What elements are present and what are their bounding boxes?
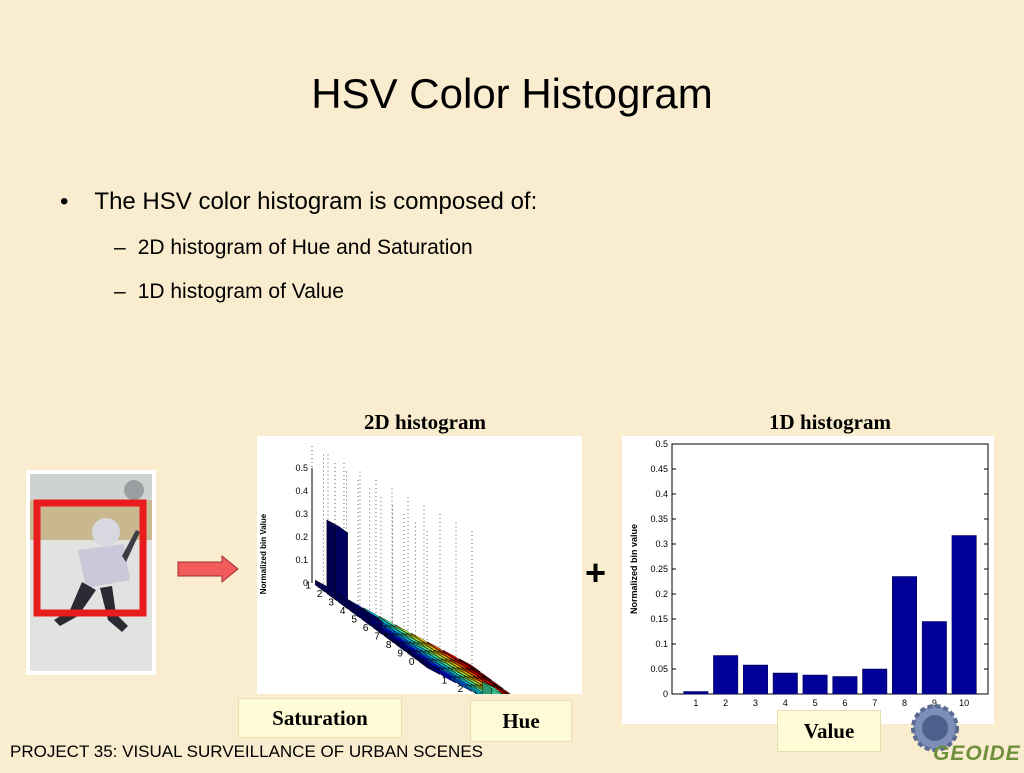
footer-text: PROJECT 35: VISUAL SURVEILLANCE OF URBAN… <box>10 742 483 761</box>
bullet-item: • The HSV color histogram is composed of… <box>60 188 537 216</box>
logo-text: GEOIDE <box>933 742 1021 765</box>
bar <box>713 655 739 695</box>
bar-top <box>482 675 504 689</box>
bar-top <box>361 608 383 622</box>
bar-3d <box>450 675 472 692</box>
y-tick-label: 0.2 <box>655 589 668 599</box>
x-tick-label: 5 <box>813 698 818 708</box>
dash-symbol: – <box>114 280 126 303</box>
chart-1d-title: 1D histogram <box>769 410 891 434</box>
bar <box>862 668 888 695</box>
dash-symbol: – <box>114 236 126 259</box>
gear-icon <box>911 704 959 752</box>
hue-tick-label: 2 <box>458 684 464 694</box>
z-tick-label: 0.4 <box>295 486 308 496</box>
y-tick-label: 0.05 <box>650 664 668 674</box>
z-tick-label: 0.3 <box>295 509 308 519</box>
bounding-box <box>33 499 147 617</box>
x-tick-label: 10 <box>959 698 969 708</box>
saturation-tick-label: 8 <box>386 640 392 651</box>
chart-1d: 0 0.05 0.1 0.15 0.2 0.25 0.3 0.35 0.4 0.45 0.5 1 2 3 4… <box>629 439 989 708</box>
x-tick-label: 6 <box>842 698 847 708</box>
bullet-text: The HSV color histogram is composed of: <box>94 188 538 215</box>
y-tick-label: 0.25 <box>650 564 668 574</box>
slide-title: HSV Color Histogram <box>311 70 713 117</box>
sub-bullet-text-1: 2D histogram of Hue and Saturation <box>137 236 473 259</box>
sub-bullet-1: – 2D histogram of Hue and Saturation <box>114 236 537 260</box>
bar-face <box>326 519 336 601</box>
bar <box>892 576 918 695</box>
bar-face <box>335 526 348 607</box>
x-tick-label: 9 <box>932 698 937 708</box>
saturation-tick-label: 7 <box>374 632 380 643</box>
bar <box>683 691 709 695</box>
y-axis-label: Normalized bin value <box>629 524 639 614</box>
y-tick-label: 0.5 <box>655 439 668 449</box>
x-tick-label: 3 <box>753 698 758 708</box>
x-tick-label: 8 <box>902 698 907 708</box>
z-tick-label: 0.5 <box>295 463 308 473</box>
x-tick-label: 7 <box>872 698 877 708</box>
bar-top <box>470 667 492 681</box>
y-tick-label: 0.15 <box>650 614 668 624</box>
plus-sign: + <box>585 552 607 593</box>
chart-2d-title: 2D histogram <box>364 410 486 434</box>
bar <box>921 621 947 695</box>
saturation-tick-label: 0 <box>409 657 415 668</box>
bar-top <box>326 519 348 534</box>
z-axis-label: Normalized bin Value <box>259 513 268 594</box>
bar-3d <box>326 519 348 607</box>
y-tick-label: 0.35 <box>650 514 668 524</box>
bullet-list: • The HSV color histogram is composed of… <box>60 188 537 304</box>
right-arrow-icon <box>177 554 239 584</box>
chart-2d-panel: 0 0.1 0.2 0.3 0.4 0.5 Normalized bin Value 1 2 3 4… <box>257 436 597 763</box>
bar <box>742 664 768 695</box>
y-tick-label: 0.45 <box>650 464 668 474</box>
sub-bullet-2: – 1D histogram of Value <box>114 280 537 304</box>
bar <box>832 676 858 695</box>
bullet-symbol: • <box>60 188 69 215</box>
z-tick-label: 0 <box>303 578 308 588</box>
bar-3d <box>418 658 440 675</box>
surveillance-image <box>26 470 156 675</box>
saturation-tick-label: 3 <box>328 598 334 609</box>
bar <box>772 672 798 695</box>
x-tick-label: 2 <box>723 698 728 708</box>
y-tick-label: 0 <box>663 689 668 699</box>
value-label: Value <box>777 710 881 752</box>
bar-3d <box>372 624 394 641</box>
hue-tick-label: 1 <box>442 676 448 687</box>
saturation-tick-label: 6 <box>363 623 369 634</box>
bar-3d <box>434 666 456 684</box>
saturation-label: Saturation <box>238 698 402 738</box>
hue-tick-label: 3 <box>474 693 480 694</box>
hue-label: Hue <box>470 700 572 742</box>
bar-top <box>459 658 481 672</box>
z-tick-label: 0.2 <box>295 532 308 542</box>
person-crop-graphic <box>30 474 152 671</box>
z-tick-label: 0.1 <box>295 555 308 565</box>
saturation-tick-label: 1 <box>305 581 311 592</box>
y-tick-label: 0.3 <box>655 539 668 549</box>
saturation-tick-label: 4 <box>340 606 346 617</box>
bar-top <box>482 681 504 695</box>
sub-bullet-text-2: 1D histogram of Value <box>137 280 344 303</box>
x-tick-label: 1 <box>693 698 698 708</box>
bar <box>951 535 977 695</box>
saturation-tick-label: 9 <box>397 649 403 660</box>
geoide-logo: GEOIDE <box>905 700 1024 768</box>
y-tick-label: 0.1 <box>655 639 668 649</box>
saturation-tick-label: 5 <box>351 615 357 626</box>
x-tick-label: 4 <box>783 698 788 708</box>
bar <box>802 674 828 695</box>
chart-1d-panel: 0 0.05 0.1 0.15 0.2 0.25 0.3 0.35 0.4 0.45 0.5 1 2 3 4… <box>622 436 994 724</box>
y-tick-label: 0.4 <box>655 489 668 499</box>
saturation-tick-label: 2 <box>317 589 323 600</box>
